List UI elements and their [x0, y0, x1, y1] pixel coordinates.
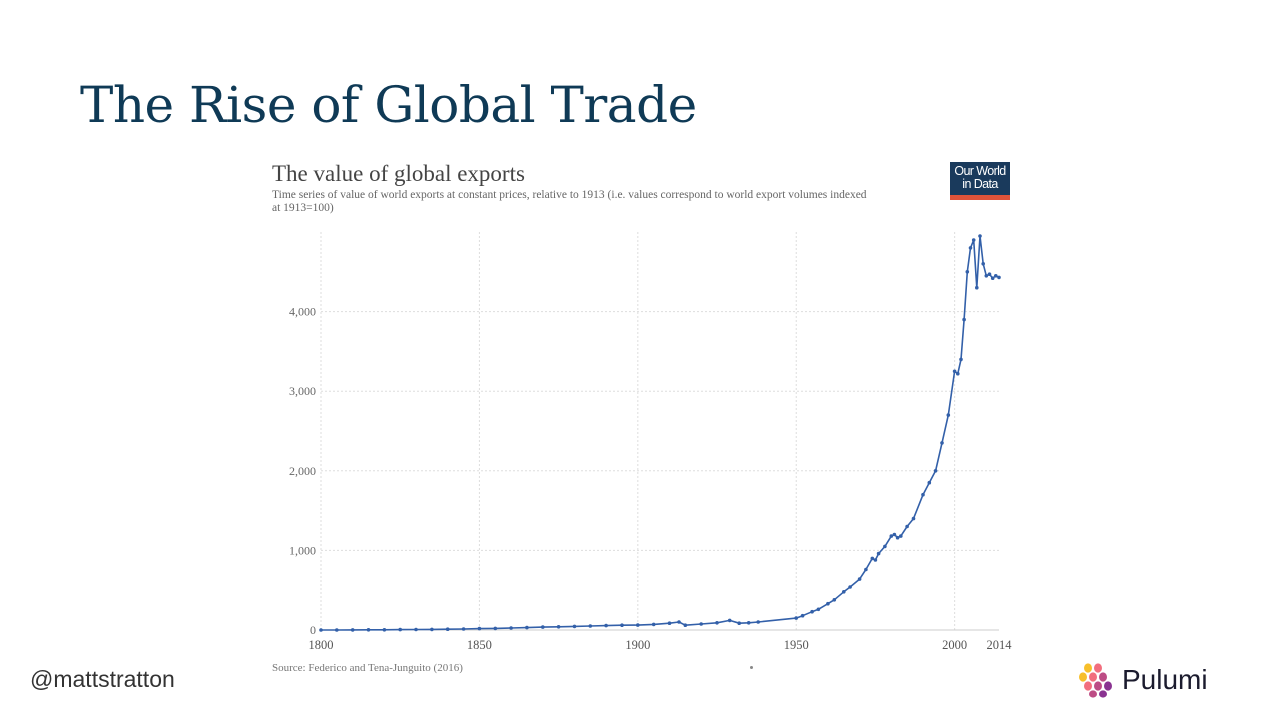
x-tick-label: 2014: [987, 638, 1013, 652]
twitter-handle: @mattstratton: [30, 666, 175, 692]
data-point: [620, 623, 624, 627]
data-point: [832, 598, 837, 602]
x-tick-label: 1850: [467, 638, 492, 652]
y-tick-label: 4,000: [289, 305, 316, 319]
data-point: [715, 621, 719, 625]
pulumi-brand: Pulumi: [1078, 662, 1208, 698]
y-tick-label: 0: [310, 623, 316, 637]
data-point: [975, 285, 979, 290]
data-point: [525, 625, 529, 630]
data-point: [962, 317, 966, 322]
data-point: [746, 621, 751, 625]
slide-title: The Rise of Global Trade: [80, 76, 697, 134]
data-point: [956, 371, 960, 376]
data-point: [987, 272, 992, 277]
data-point: [588, 624, 593, 628]
data-point: [737, 621, 741, 625]
data-point: [870, 556, 875, 561]
data-point: [651, 622, 656, 627]
data-point: [968, 246, 973, 250]
data-point: [994, 274, 998, 278]
data-point: [905, 524, 909, 529]
data-point: [398, 627, 403, 632]
data-point: [382, 628, 387, 632]
chart-title: The value of global exports: [272, 161, 525, 186]
data-point: [959, 357, 963, 362]
data-point: [727, 618, 732, 623]
data-point: [895, 535, 900, 540]
chart-subtitle: Time series of value of world exports at…: [272, 189, 867, 214]
logo-line-1: Our World: [954, 164, 1006, 178]
data-point: [984, 274, 989, 278]
data-point: [509, 626, 513, 630]
x-tick-label: 1900: [625, 638, 650, 652]
brand-name: Pulumi: [1122, 664, 1208, 695]
y-tick-label: 1,000: [289, 543, 316, 557]
data-point: [319, 628, 323, 632]
data-point: [971, 238, 976, 242]
data-point: [493, 626, 498, 631]
data-point: [978, 234, 982, 238]
data-point: [636, 623, 640, 627]
data-point: [430, 627, 434, 632]
data-point: [556, 625, 561, 629]
data-point: [873, 558, 878, 562]
data-point: [350, 628, 355, 632]
data-point: [461, 627, 466, 631]
data-point: [946, 413, 951, 417]
x-tick-label: 2000: [942, 638, 967, 652]
chart-source: Source: Federico and Tena-Junguito (2016…: [272, 662, 463, 674]
data-point: [794, 616, 798, 620]
data-point: [667, 621, 672, 625]
data-point: [604, 623, 608, 628]
data-point: [889, 534, 894, 538]
data-point: [826, 601, 830, 606]
data-point: [816, 607, 821, 612]
data-point: [883, 544, 887, 549]
data-point: [892, 532, 897, 537]
data-point: [445, 627, 450, 631]
data-point: [572, 624, 577, 629]
data-point: [857, 577, 862, 581]
data-point: [876, 551, 881, 556]
data-point: [965, 270, 970, 274]
data-point: [683, 623, 688, 627]
data-point: [997, 275, 1001, 280]
logo-line-2: in Data: [962, 177, 998, 191]
data-point: [699, 622, 703, 626]
data-point: [864, 567, 868, 572]
data-point: [677, 620, 681, 624]
our-world-in-data-logo[interactable]: Our World in Data: [950, 162, 1010, 200]
x-tick-label: 1950: [784, 638, 809, 652]
data-point: [756, 620, 760, 624]
data-point: [933, 469, 938, 473]
data-point: [842, 590, 846, 594]
data-point: [911, 516, 916, 521]
data-point: [366, 628, 371, 632]
data-point: [335, 628, 339, 632]
data-point: [952, 369, 957, 374]
data-point: [981, 262, 985, 266]
data-point: [940, 441, 944, 445]
data-point: [899, 534, 903, 538]
series-line-exports: [321, 235, 1000, 631]
data-point: [477, 626, 482, 631]
data-point: [800, 613, 805, 618]
x-tick-label: 1800: [309, 638, 334, 652]
pulumi-logo-icon: [1079, 663, 1112, 698]
data-point: [990, 276, 995, 281]
data-point: [541, 625, 545, 629]
y-tick-label: 2,000: [289, 464, 316, 478]
small-dot: [750, 666, 753, 669]
data-point: [414, 627, 418, 632]
data-point: [921, 492, 925, 497]
y-tick-label: 3,000: [289, 384, 316, 398]
data-point: [810, 609, 814, 614]
data-point: [848, 585, 852, 589]
data-point: [927, 480, 932, 485]
